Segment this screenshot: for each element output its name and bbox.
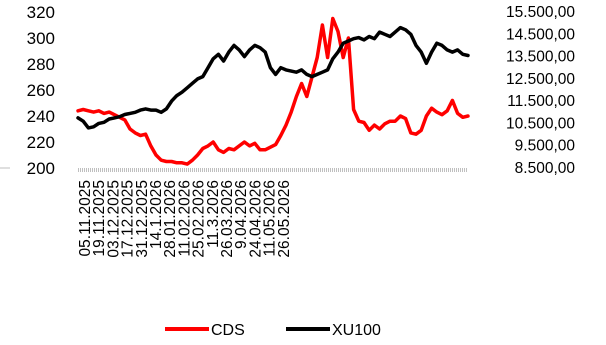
x-tick-label: 25.02.2026: [191, 180, 208, 258]
x-tick-label: 05.11.2025: [77, 180, 94, 256]
y-right-tick-label: 15.500,00: [506, 4, 575, 21]
x-tick-label: 17.12.2025: [120, 180, 137, 258]
y-right-tick-label: 10.500,00: [506, 115, 575, 132]
x-tick-label: 9.04.2026: [233, 180, 250, 249]
x-tick-label: 11.02.2026: [176, 180, 193, 256]
x-tick-label: 24.04.2026: [247, 180, 264, 258]
x-tick-label: 26.05.2026: [276, 180, 293, 258]
y-axis-right-ticks: 8.500,00 9.500,00 10.500,00 11.500,00 12.500…: [506, 4, 575, 177]
x-tick-label: 14.1.2026: [148, 180, 165, 249]
x-tick-label: 11.05.2026: [262, 180, 279, 256]
y-left-tick-label: 260: [27, 81, 55, 100]
legend-label-xu100: XU100: [332, 322, 381, 339]
y-left-tick-label: 320: [27, 3, 55, 22]
x-axis-ticks: 05.11.202519.11.202503.12.202517.12.2025…: [77, 180, 293, 258]
y-right-tick-label: 12.500,00: [506, 71, 575, 88]
y-right-tick-label: 9.500,00: [515, 138, 576, 155]
x-tick-label: 03.12.2025: [105, 180, 122, 258]
x-tick-label: 31.12.2025: [134, 180, 151, 258]
x-tick-label: 26.03.2026: [219, 180, 236, 258]
x-tick-label: 28.01.2026: [162, 180, 179, 258]
x-tick-label: 19.11.2025: [91, 180, 108, 256]
legend: CDS XU100: [165, 322, 381, 339]
y-left-tick-label: 280: [27, 55, 55, 74]
y-left-tick-label: 220: [27, 133, 55, 152]
y-right-tick-label: 8.500,00: [515, 160, 576, 177]
y-right-tick-label: 13.500,00: [506, 49, 575, 66]
x-tick-label: 11.3.2026: [205, 180, 222, 248]
y-right-tick-label: 11.500,00: [507, 93, 575, 110]
series-lines: [76, 16, 470, 166]
y-left-tick-label: 200: [27, 159, 55, 178]
series-line-xu100: [76, 25, 470, 130]
y-axis-left-ticks: 200 220 240 260 280 300 320: [0, 3, 55, 178]
y-right-tick-label: 14.500,00: [506, 26, 575, 43]
series-line-cds: [76, 16, 470, 166]
legend-label-cds: CDS: [211, 322, 245, 339]
y-left-tick-label: 240: [27, 107, 55, 126]
y-left-tick-label: 300: [27, 29, 55, 48]
